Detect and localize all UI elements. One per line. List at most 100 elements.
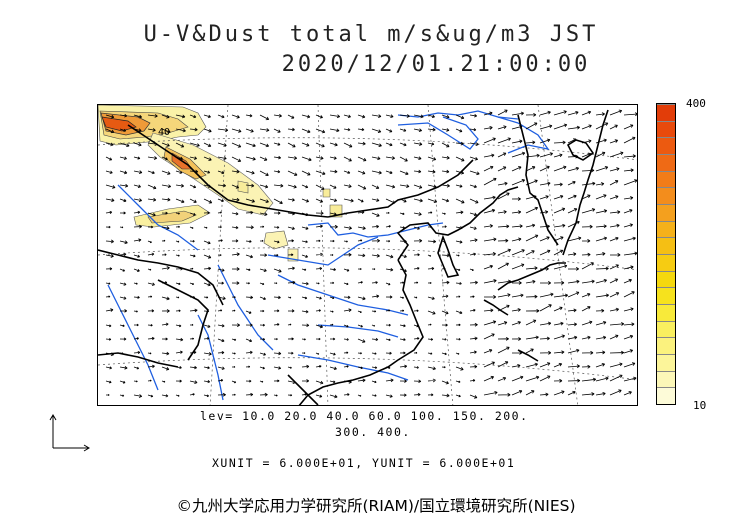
- wind-arrow: [511, 151, 526, 158]
- wind-arrow: [329, 254, 334, 256]
- wind-arrow: [231, 114, 240, 119]
- wind-arrow: [567, 335, 578, 340]
- wind-arrow: [231, 309, 236, 312]
- wind-arrow: [455, 254, 460, 257]
- wind-arrow: [119, 113, 128, 118]
- wind-arrow: [567, 194, 577, 200]
- wind-arrow: [147, 324, 153, 327]
- wind-arrow: [175, 309, 181, 312]
- wind-arrow: [483, 111, 493, 116]
- wind-arrow: [609, 362, 623, 368]
- wind-arrow: [483, 153, 495, 158]
- wind-arrow: [469, 198, 479, 204]
- wind-arrow: [483, 308, 494, 313]
- wind-arrow: [273, 198, 283, 205]
- wind-arrow: [147, 309, 155, 313]
- wind-arrow: [623, 334, 634, 340]
- wind-arrow: [469, 113, 478, 118]
- wind-arrow: [511, 139, 523, 144]
- wind-arrow: [105, 142, 114, 147]
- wind-arrow: [497, 181, 508, 186]
- wind-arrow: [497, 304, 510, 312]
- dust-shading: [98, 105, 343, 262]
- credit-text: ©九州大学応用力学研究所(RIAM)/国立環境研究所(NIES): [176, 497, 576, 515]
- colorbar-segment: [657, 204, 675, 221]
- wind-arrow: [119, 170, 128, 175]
- wind-arrow: [119, 365, 128, 370]
- wind-arrow: [385, 184, 396, 189]
- colorbar-segment: [657, 287, 675, 304]
- wind-arrow: [175, 183, 184, 188]
- wind-arrow: [595, 182, 605, 186]
- wind-arrow: [231, 212, 239, 216]
- wind-arrow: [469, 322, 478, 327]
- wind-arrow: [469, 364, 478, 369]
- wind-arrow: [357, 198, 364, 203]
- wind-arrow: [105, 198, 115, 202]
- wind-arrow: [329, 128, 340, 133]
- wind-arrow: [105, 308, 114, 312]
- wind-arrow: [413, 169, 422, 174]
- wind-arrow: [525, 375, 540, 382]
- wind-arrow: [301, 142, 310, 147]
- wind-arrow: [273, 183, 284, 188]
- colorbar-segment: [657, 370, 675, 388]
- wind-arrow: [371, 380, 377, 384]
- wind-arrow: [441, 366, 446, 369]
- wind-arrow: [133, 254, 141, 258]
- wind-arrow: [609, 109, 623, 116]
- wind-arrow: [609, 253, 621, 257]
- wind-arrow: [623, 265, 634, 270]
- wind-arrow: [133, 184, 141, 188]
- wind-arrow: [315, 198, 324, 203]
- wind-arrow: [427, 281, 432, 284]
- wind-arrow: [525, 308, 540, 313]
- wind-arrow: [189, 169, 199, 174]
- wind-arrow: [441, 198, 450, 203]
- wind-arrow: [273, 142, 281, 146]
- colorbar-segment: [657, 220, 675, 238]
- wind-arrow: [497, 109, 508, 116]
- wind-arrow: [427, 211, 433, 214]
- wind-arrow: [609, 334, 619, 340]
- wind-arrow: [315, 239, 321, 243]
- wind-arrow: [301, 184, 309, 189]
- wind-arrow: [273, 268, 282, 273]
- wind-arrow: [525, 250, 535, 256]
- wind-arrow: [273, 351, 282, 356]
- colorbar-segment: [657, 154, 675, 171]
- wind-arrow: [189, 239, 195, 243]
- wind-arrow: [553, 153, 563, 158]
- wind-arrow: [119, 252, 127, 256]
- wind-arrow: [539, 124, 553, 130]
- wind-arrow: [105, 366, 113, 370]
- wind-arrow: [399, 324, 406, 328]
- wind-arrow: [399, 268, 407, 273]
- wind-arrow: [357, 141, 366, 146]
- wind-arrow: [217, 379, 224, 382]
- wind-arrow: [511, 224, 523, 229]
- wind-arrow: [427, 338, 434, 341]
- wind-arrow: [287, 184, 297, 189]
- wind-arrow: [245, 156, 256, 161]
- wind-arrow: [147, 156, 158, 160]
- wind-arrow: [147, 225, 154, 229]
- wind-arrow: [273, 225, 280, 229]
- wind-arrow: [399, 309, 405, 312]
- wind-arrow: [427, 378, 436, 383]
- wind-arrow: [483, 195, 496, 200]
- wind-arrow: [581, 320, 593, 326]
- wind-arrow: [553, 110, 567, 116]
- wind-arrow: [217, 183, 227, 188]
- wind-arrow: [441, 280, 450, 285]
- wind-arrow: [399, 128, 407, 132]
- wind-arrow: [581, 124, 592, 130]
- wind-arrow: [427, 114, 435, 119]
- wind-arrow: [203, 114, 211, 119]
- wind-arrow: [287, 211, 295, 216]
- wind-arrow: [609, 292, 620, 298]
- wind-arrow: [105, 239, 114, 244]
- wind-arrow: [329, 212, 337, 216]
- wind-arrow: [525, 348, 534, 354]
- wind-arrow: [511, 179, 526, 186]
